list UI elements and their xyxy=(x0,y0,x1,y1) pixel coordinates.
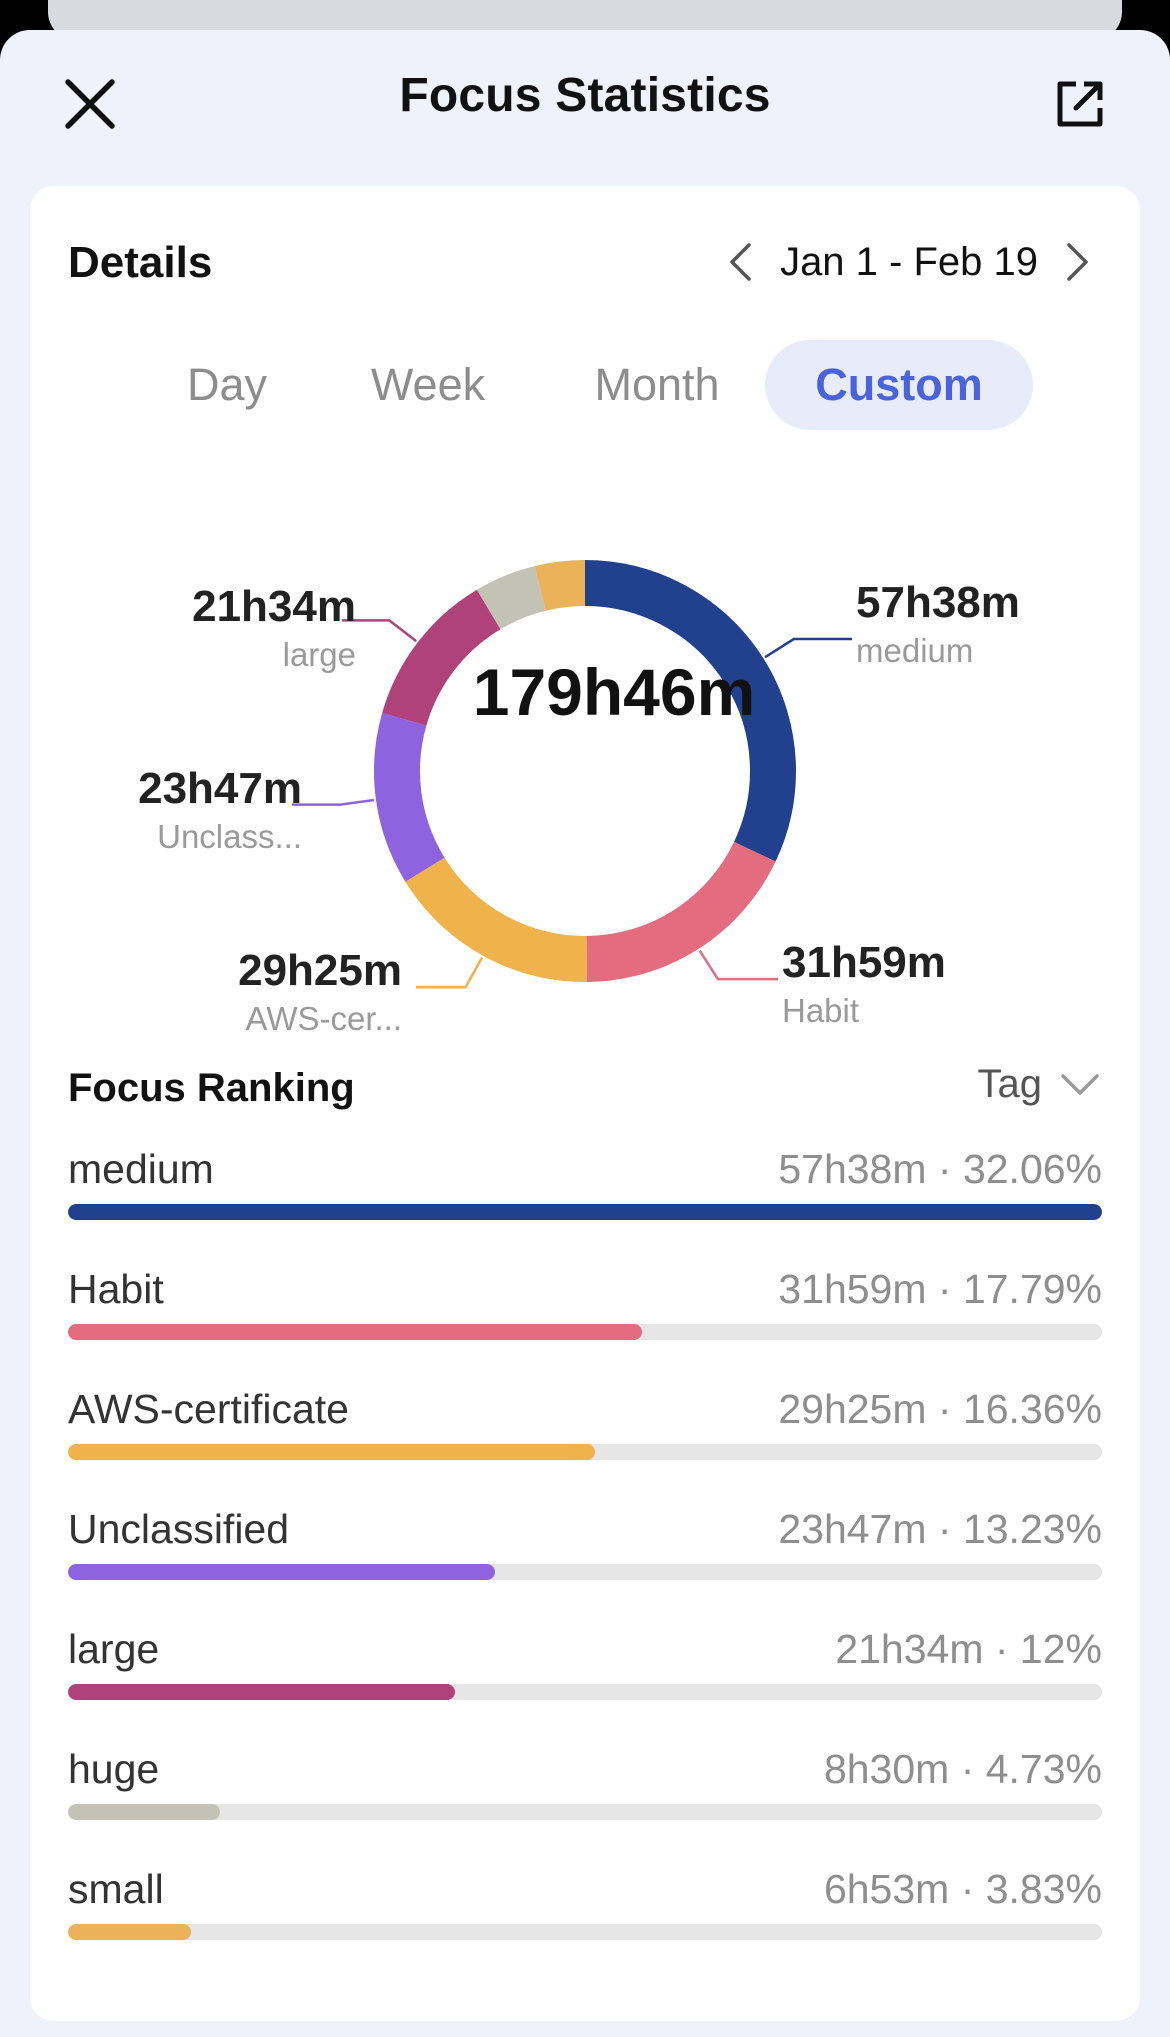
ranking-item-name: medium xyxy=(68,1146,214,1192)
ranking-item-name: AWS-certificate xyxy=(68,1386,349,1432)
callout-label-large: large xyxy=(282,636,356,673)
focus-ranking-list: medium 57h38m · 32.06% Habit 31h59m · 17… xyxy=(68,1146,1102,1986)
chevron-right-icon xyxy=(1067,243,1088,281)
ranking-progress-fill xyxy=(68,1324,642,1340)
page-title: Focus Statistics xyxy=(399,69,771,122)
focus-ranking-title: Focus Ranking xyxy=(68,1066,355,1110)
callout-value-habit: 31h59m xyxy=(782,938,946,987)
ranking-item-stats: 8h30m · 4.73% xyxy=(823,1746,1102,1792)
close-icon xyxy=(65,79,115,129)
donut-slice-unclassified xyxy=(374,712,445,882)
callout-value-large: 21h34m xyxy=(192,582,356,631)
close-button[interactable] xyxy=(56,70,124,138)
ranking-filter-label: Tag xyxy=(977,1062,1043,1106)
ranking-progress-track xyxy=(68,1444,1102,1460)
callout-value-unclassified: 23h47m xyxy=(138,764,302,813)
callout-label-medium: medium xyxy=(856,632,974,669)
next-range-button[interactable] xyxy=(1056,232,1100,292)
period-tab-custom[interactable]: Custom xyxy=(765,340,1033,430)
donut-slice-huge xyxy=(476,566,547,630)
donut-slice-small xyxy=(534,560,586,611)
callout-value-aws-certificate: 29h25m xyxy=(238,946,402,995)
donut-slice-large xyxy=(382,589,501,727)
ranking-item-unclassified[interactable]: Unclassified 23h47m · 13.23% xyxy=(68,1506,1102,1626)
leader-line-aws-certificate xyxy=(416,956,484,989)
leader-line-medium xyxy=(764,637,852,659)
donut-slice-medium xyxy=(584,560,796,862)
ranking-progress-track xyxy=(68,1684,1102,1700)
share-button[interactable] xyxy=(1046,70,1114,138)
date-range-label[interactable]: Jan 1 - Feb 19 xyxy=(780,239,1038,284)
leader-line-large xyxy=(342,619,417,643)
ranking-item-huge[interactable]: huge 8h30m · 4.73% xyxy=(68,1746,1102,1866)
previous-range-button[interactable] xyxy=(718,232,762,292)
ranking-progress-fill xyxy=(68,1564,496,1580)
ranking-item-name: Unclassified xyxy=(68,1506,290,1552)
callout-label-aws-certificate: AWS-cer... xyxy=(245,1000,402,1037)
ranking-progress-fill xyxy=(68,1204,1102,1220)
period-tab-week[interactable]: Week xyxy=(370,359,486,410)
ranking-item-stats: 6h53m · 3.83% xyxy=(823,1866,1102,1912)
ranking-item-stats: 21h34m · 12% xyxy=(835,1626,1102,1672)
period-selector: Day Week Month Custom xyxy=(30,340,1140,432)
ranking-item-stats: 57h38m · 32.06% xyxy=(778,1146,1102,1192)
donut-chart: 179h46m 57h38m medium 31h59m Habit 29h25… xyxy=(30,526,1140,1037)
ranking-item-large[interactable]: large 21h34m · 12% xyxy=(68,1626,1102,1746)
ranking-progress-fill xyxy=(68,1924,192,1940)
ranking-progress-track xyxy=(68,1324,1102,1340)
date-range-nav: Jan 1 - Feb 19 xyxy=(718,232,1100,292)
chevron-down-icon xyxy=(1061,1073,1099,1095)
donut-slice-habit xyxy=(586,841,776,982)
leader-line-habit xyxy=(698,949,778,981)
donut-chart-svg xyxy=(292,560,852,989)
ranking-item-name: small xyxy=(68,1866,164,1912)
ranking-progress-track xyxy=(68,1564,1102,1580)
ranking-item-name: huge xyxy=(68,1746,160,1792)
callout-label-unclassified: Unclass... xyxy=(157,818,302,855)
ranking-item-stats: 31h59m · 17.79% xyxy=(778,1266,1102,1312)
ranking-item-small[interactable]: small 6h53m · 3.83% xyxy=(68,1866,1102,1986)
ranking-progress-fill xyxy=(68,1804,220,1820)
ranking-item-aws-certificate[interactable]: AWS-certificate 29h25m · 16.36% xyxy=(68,1386,1102,1506)
period-tab-month[interactable]: Month xyxy=(594,359,720,410)
period-tab-day[interactable]: Day xyxy=(186,359,268,410)
ranking-progress-track xyxy=(68,1924,1102,1940)
ranking-item-stats: 29h25m · 16.36% xyxy=(778,1386,1102,1432)
ranking-item-medium[interactable]: medium 57h38m · 32.06% xyxy=(68,1146,1102,1266)
share-external-icon xyxy=(1057,81,1103,127)
ranking-progress-track xyxy=(68,1204,1102,1220)
ranking-item-name: Habit xyxy=(68,1266,164,1312)
ranking-progress-track xyxy=(68,1804,1102,1820)
details-card: Details Jan 1 - Feb 19 Day Week Month Cu… xyxy=(30,186,1140,2021)
total-focus-time: 179h46m xyxy=(472,655,756,729)
callout-label-habit: Habit xyxy=(782,992,860,1029)
ranking-progress-fill xyxy=(68,1684,455,1700)
details-title: Details xyxy=(68,238,213,287)
callout-value-medium: 57h38m xyxy=(856,578,1020,627)
ranking-item-stats: 23h47m · 13.23% xyxy=(778,1506,1102,1552)
chevron-left-icon xyxy=(730,243,751,281)
ranking-filter-dropdown[interactable]: Tag xyxy=(978,1062,1101,1107)
focus-statistics-sheet: Focus Statistics Details Jan 1 - Feb 19 xyxy=(0,30,1170,2037)
ranking-item-name: large xyxy=(68,1626,160,1672)
ranking-progress-fill xyxy=(68,1444,596,1460)
leader-line-unclassified xyxy=(292,798,375,806)
donut-slice-aws-certificate xyxy=(405,857,588,982)
ranking-item-habit[interactable]: Habit 31h59m · 17.79% xyxy=(68,1266,1102,1386)
top-bar: Focus Statistics xyxy=(0,30,1170,170)
